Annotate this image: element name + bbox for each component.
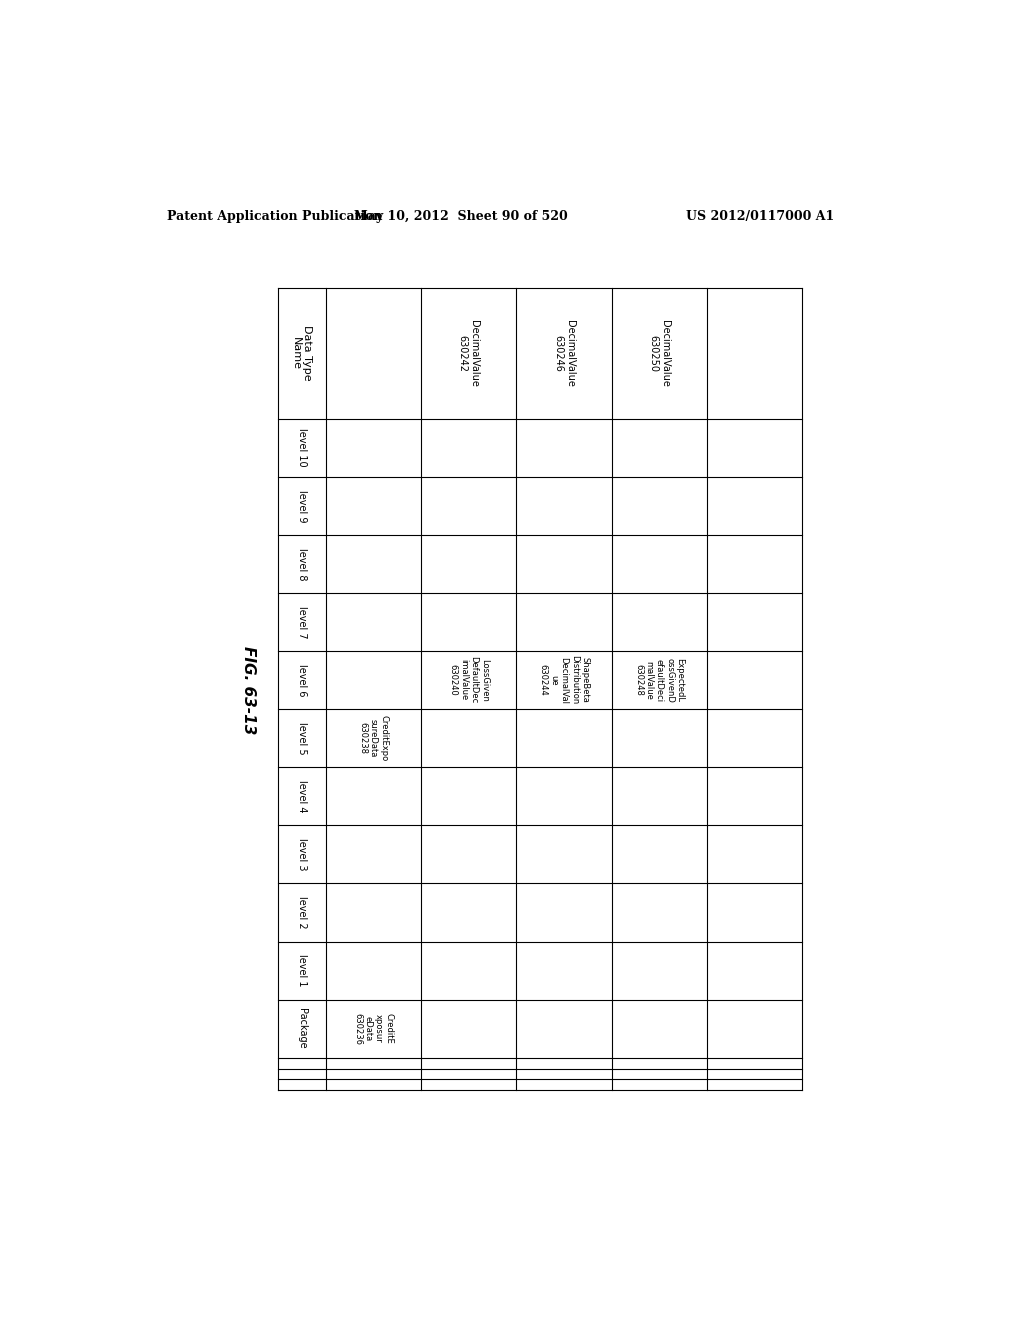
Text: FIG. 63-13: FIG. 63-13 [241,645,256,734]
Text: ShapeBeta
Distribution
DecimalVal
ue
630244: ShapeBeta Distribution DecimalVal ue 630… [539,656,589,705]
Text: LossGiven
DefaultDec
imalValue
630240: LossGiven DefaultDec imalValue 630240 [449,656,488,704]
Text: Patent Application Publication: Patent Application Publication [167,210,382,223]
Text: DecimalValue
630246: DecimalValue 630246 [553,319,574,387]
Text: level 9: level 9 [297,490,306,521]
Text: level 2: level 2 [297,896,306,929]
Text: CreditExpo
sureData
630238: CreditExpo sureData 630238 [358,715,388,762]
Text: CreditE
xposur
eData
630236: CreditE xposur eData 630236 [353,1012,393,1044]
Text: level 1: level 1 [297,954,306,987]
Text: level 3: level 3 [297,838,306,871]
Text: Package: Package [297,1008,306,1049]
Text: US 2012/0117000 A1: US 2012/0117000 A1 [686,210,835,223]
Text: level 8: level 8 [297,548,306,581]
Text: level 6: level 6 [297,664,306,697]
Text: level 10: level 10 [297,429,306,467]
Text: May 10, 2012  Sheet 90 of 520: May 10, 2012 Sheet 90 of 520 [354,210,568,223]
Text: level 4: level 4 [297,780,306,813]
Text: Data Type
Name: Data Type Name [291,326,312,381]
Text: DecimalValue
630250: DecimalValue 630250 [648,319,670,387]
Text: level 5: level 5 [297,722,306,755]
Text: level 7: level 7 [297,606,306,639]
Text: ExpectedL
ossGivenD
efaultDeci
malValue
630248: ExpectedL ossGivenD efaultDeci malValue … [634,657,685,702]
Text: DecimalValue
630242: DecimalValue 630242 [458,319,479,387]
